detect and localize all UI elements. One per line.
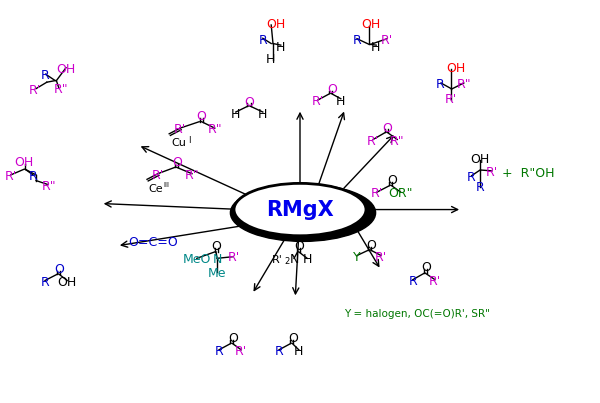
Text: R': R' xyxy=(429,275,441,288)
Text: RMgX: RMgX xyxy=(266,199,334,220)
Text: R': R' xyxy=(381,34,393,47)
Text: O: O xyxy=(196,110,206,123)
Text: H: H xyxy=(294,345,304,358)
Text: R: R xyxy=(259,34,267,47)
Text: O: O xyxy=(172,156,182,168)
Text: N: N xyxy=(289,253,299,266)
Text: H: H xyxy=(265,53,275,66)
Text: R': R' xyxy=(375,251,387,264)
Text: R: R xyxy=(409,275,417,288)
Text: O: O xyxy=(54,263,64,276)
Text: R": R" xyxy=(390,135,404,147)
Text: R': R' xyxy=(445,93,457,106)
Text: Y: Y xyxy=(353,251,361,264)
Text: O: O xyxy=(388,174,397,187)
Text: OH: OH xyxy=(14,156,34,168)
Text: R': R' xyxy=(29,84,41,97)
Text: Cu: Cu xyxy=(172,138,186,148)
Text: R": R" xyxy=(185,169,199,182)
Text: R: R xyxy=(476,181,484,194)
Text: O: O xyxy=(228,332,238,345)
Text: N: N xyxy=(212,253,222,266)
Text: III: III xyxy=(164,183,170,188)
Text: MeO: MeO xyxy=(182,253,211,266)
Text: H: H xyxy=(258,108,268,121)
Text: Me: Me xyxy=(208,267,226,280)
Ellipse shape xyxy=(234,183,366,236)
Text: I: I xyxy=(188,136,191,145)
Text: R': R' xyxy=(228,251,240,264)
Text: O: O xyxy=(244,96,254,109)
Text: Ce: Ce xyxy=(149,184,163,193)
Text: H: H xyxy=(336,95,346,108)
Text: R: R xyxy=(29,170,37,183)
Text: R: R xyxy=(353,34,361,47)
Text: R: R xyxy=(41,69,49,82)
Text: O: O xyxy=(327,83,337,96)
Text: O: O xyxy=(294,240,304,253)
Text: OR": OR" xyxy=(389,187,413,200)
Text: O: O xyxy=(288,332,298,345)
Text: OH: OH xyxy=(470,153,490,166)
Text: R: R xyxy=(436,78,444,91)
Text: R: R xyxy=(215,345,223,358)
Text: R": R" xyxy=(42,180,56,193)
Text: R: R xyxy=(275,345,283,358)
Text: R: R xyxy=(41,276,49,289)
Text: H: H xyxy=(276,41,286,54)
Text: R: R xyxy=(467,171,476,184)
Text: O: O xyxy=(421,262,431,274)
Text: R': R' xyxy=(367,135,379,147)
Text: R": R" xyxy=(54,83,68,96)
Text: R': R' xyxy=(5,170,17,183)
Text: R': R' xyxy=(235,345,247,358)
Text: OH: OH xyxy=(56,63,76,76)
Text: H: H xyxy=(370,41,380,54)
Text: R': R' xyxy=(312,95,324,108)
Text: Y = halogen, OC(=O)R', SR": Y = halogen, OC(=O)R', SR" xyxy=(344,309,490,318)
Text: O: O xyxy=(366,239,376,251)
Text: R': R' xyxy=(371,187,383,200)
Text: 2: 2 xyxy=(284,258,289,266)
Text: R": R" xyxy=(457,78,471,91)
Text: R': R' xyxy=(174,123,186,136)
Text: R': R' xyxy=(152,169,164,182)
Text: R': R' xyxy=(486,166,498,179)
Text: OH: OH xyxy=(361,19,380,31)
Text: OH: OH xyxy=(58,276,77,289)
Ellipse shape xyxy=(230,184,376,241)
Text: R": R" xyxy=(208,123,222,136)
Text: O=C=O: O=C=O xyxy=(128,236,178,249)
Text: O: O xyxy=(382,122,392,135)
Text: OH: OH xyxy=(266,18,286,31)
Text: O: O xyxy=(211,240,221,253)
Text: +  R"OH: + R"OH xyxy=(502,167,554,180)
Text: R': R' xyxy=(272,255,283,265)
Text: H: H xyxy=(231,108,241,121)
Text: OH: OH xyxy=(446,62,466,75)
Text: H: H xyxy=(302,253,312,266)
